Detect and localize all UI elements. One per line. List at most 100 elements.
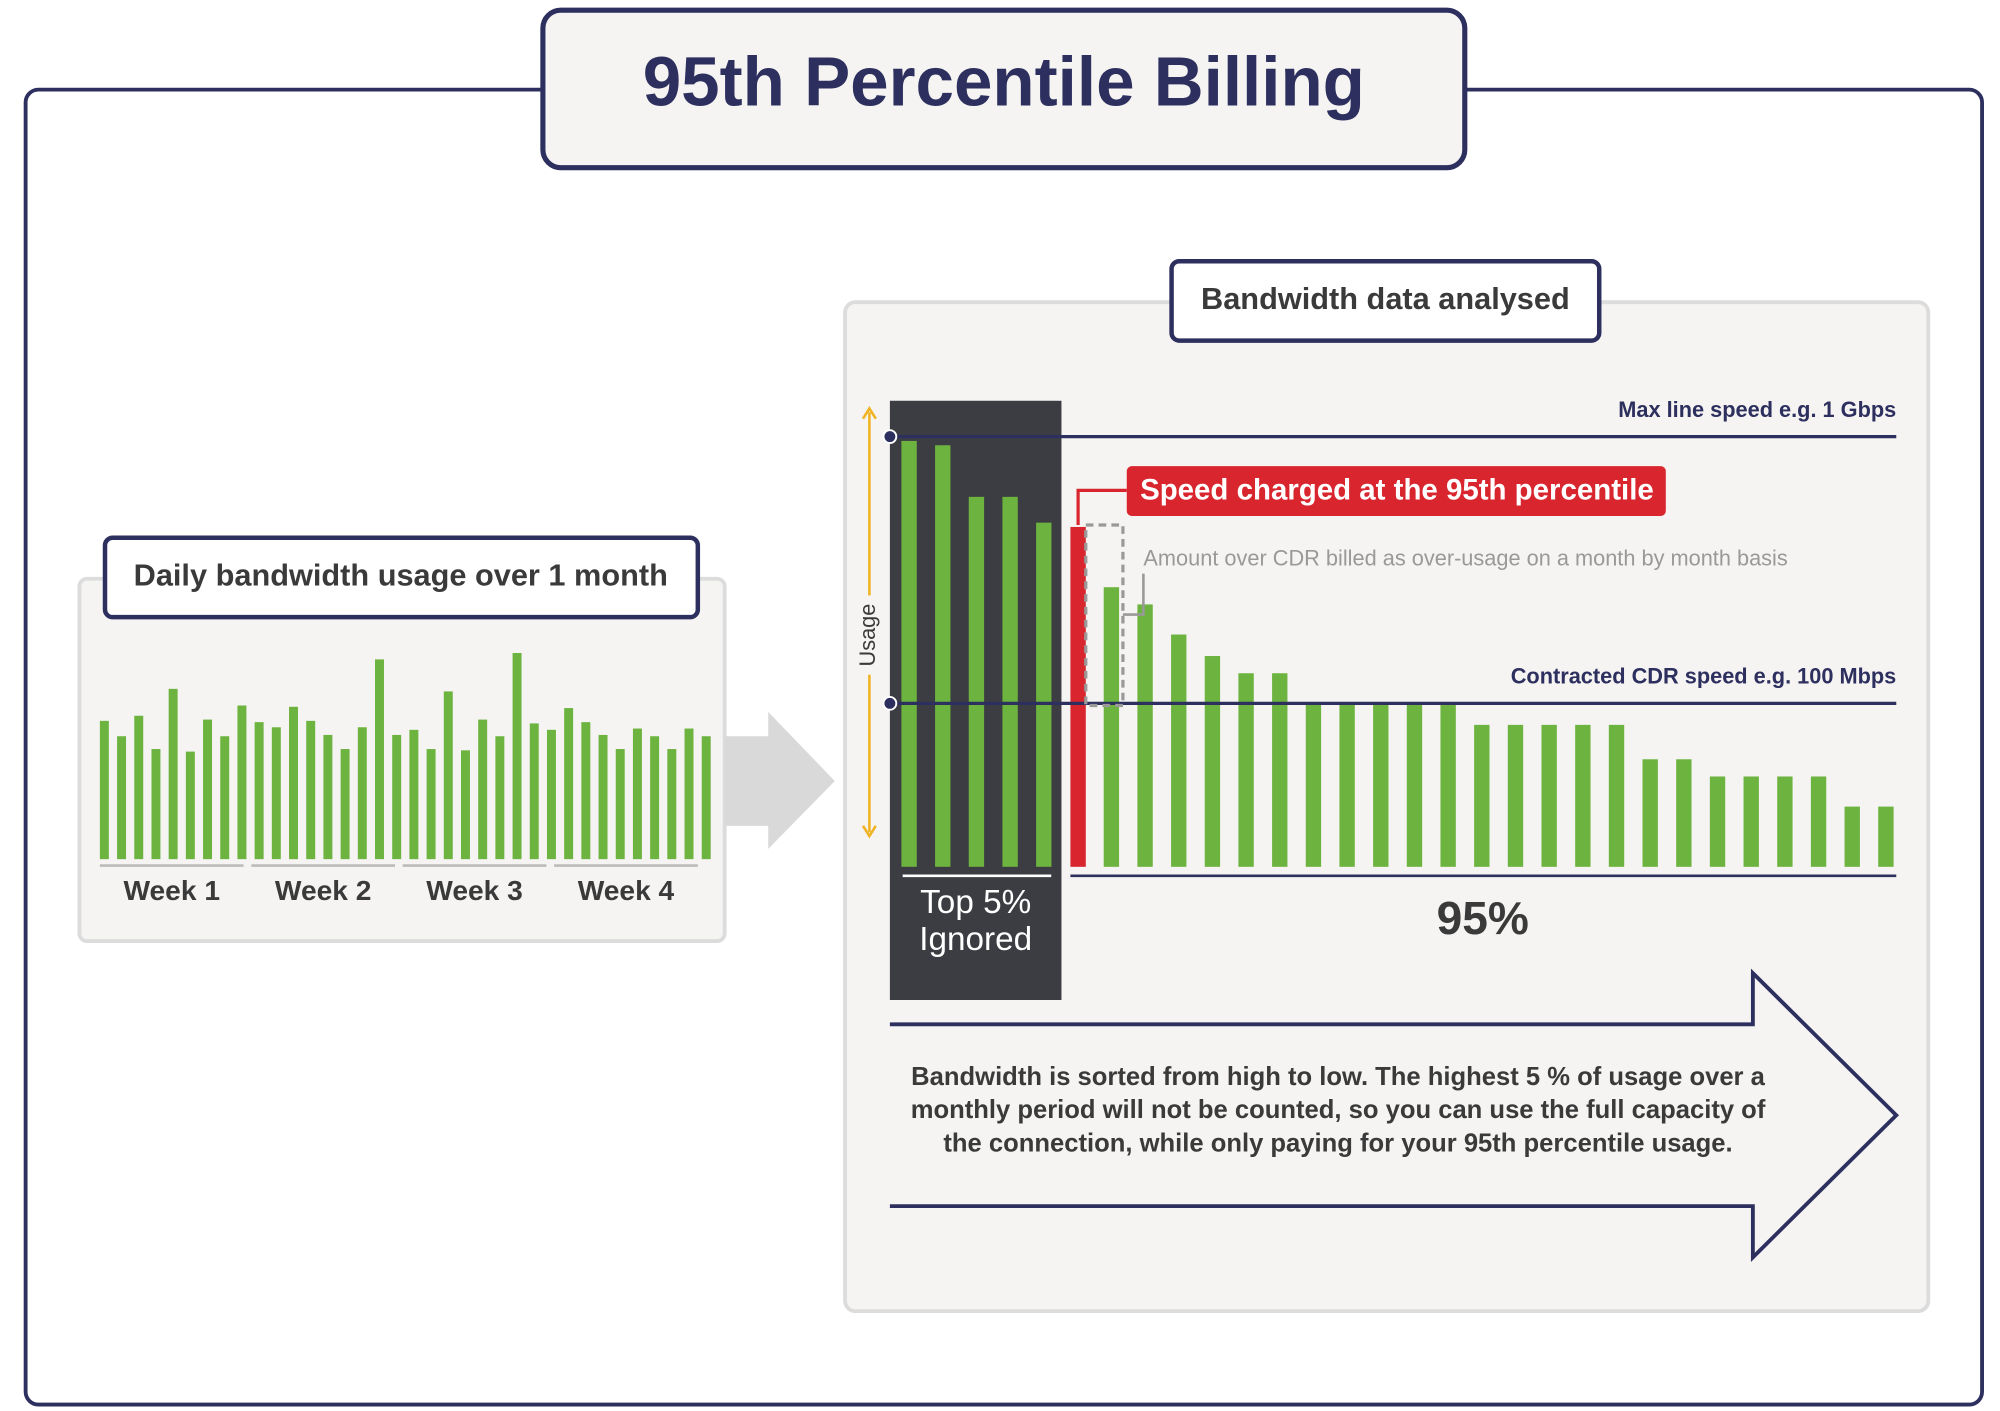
ignored-label: Ignored [919,921,1032,958]
percent-label: 95% [1437,892,1529,944]
daily-bar [134,715,144,860]
usage-bar [1608,724,1625,867]
daily-bar [409,729,419,860]
daily-bar [426,749,436,860]
usage-bar [1541,724,1557,867]
daily-header-box [102,535,701,620]
analysis-header-box [1169,258,1602,343]
threshold-dot [882,695,898,711]
charged-label-box [1126,466,1666,517]
usage-bar [1002,496,1018,867]
week-label: Week 1 [123,875,220,906]
usage-bar [1406,703,1423,867]
daily-bar [460,750,470,860]
daily-bar [443,691,453,860]
week-label: Week 3 [426,875,523,906]
usage-axis-label: Usage [855,604,880,667]
usage-bar [1844,806,1860,867]
usage-bar [1339,703,1355,867]
daily-bar [701,736,711,860]
week-label: Week 2 [275,875,372,906]
usage-bar [1305,703,1322,867]
daily-bar [667,749,677,860]
daily-bar [203,719,213,860]
daily-bar [254,722,264,860]
usage-bar [1878,806,1894,867]
overage-note: Amount over CDR billed as over-usage on … [1143,545,1787,570]
usage-bar [1103,587,1120,867]
usage-bar [1474,724,1490,867]
threshold-dot [882,429,898,444]
usage-bar [1777,776,1793,867]
daily-bar [529,723,539,860]
usage-bar [1036,522,1052,867]
charged-connector [1076,488,1127,525]
daily-bar [151,749,161,860]
daily-bar [323,734,333,860]
daily-bar [117,736,127,860]
daily-bar [306,720,316,860]
daily-bar [478,719,488,860]
daily-bar [564,708,574,860]
sort-arrow [889,968,1900,1262]
daily-bar [512,653,522,860]
overage-box [1084,523,1125,708]
daily-bar [357,727,367,860]
daily-bar [375,659,384,860]
usage-bar [935,445,951,867]
usage-bar [1810,776,1827,867]
usage-bar [901,440,917,867]
daily-header: Daily bandwidth usage over 1 month [134,558,668,593]
overage-bracket [1122,573,1145,616]
usage-bar [1137,604,1153,867]
analysis-header: Bandwidth data analysed [1201,281,1570,316]
usage-bar [1272,673,1288,867]
daily-bar [340,749,350,860]
daily-bar [598,734,608,860]
daily-bar [684,728,694,860]
description-line: the connection, while only paying for yo… [943,1129,1732,1157]
daily-bar [495,736,505,860]
threshold-label: Contracted CDR speed e.g. 100 Mbps [1511,663,1897,688]
usage-bar [1440,703,1456,867]
daily-chart: Week 1 Week 2 Week 3 Week 4 [99,653,711,906]
threshold-label: Max line speed e.g. 1 Gbps [1618,397,1896,422]
usage-bar [1373,703,1389,867]
description-line: Bandwidth is sorted from high to low. Th… [911,1063,1765,1091]
daily-bar [581,722,591,860]
daily-bar [289,706,298,860]
description-line: monthly period will not be counted, so y… [911,1096,1766,1124]
ignored-label: Top 5% [920,884,1031,921]
daily-bar [546,729,556,860]
usage-bar [1709,776,1726,867]
usage-bar [1743,776,1759,867]
usage-bar [968,496,985,867]
daily-bar [392,734,402,860]
daily-bar [650,736,660,860]
daily-bar [271,727,281,860]
charged-label: Speed charged at the 95th percentile [1140,473,1654,506]
usage-bar [1575,724,1591,867]
usage-bar [1171,634,1187,867]
usage-bar [1204,656,1221,867]
usage-bar [1507,724,1524,867]
usage-axis-arrow [861,825,877,839]
daily-bar [99,720,109,860]
title: 95th Percentile Billing [643,42,1365,120]
usage-bar [1238,673,1254,867]
sorted-chart: Max line speed e.g. 1 Gbps Contracted CDR… [882,397,1897,867]
daily-bar [237,705,247,860]
daily-bar [615,749,625,860]
flow-arrow [724,711,835,849]
week-label: Week 4 [578,875,675,906]
daily-bar [168,688,178,860]
daily-bar [220,736,230,860]
title-box [540,7,1468,171]
usage-axis-arrow [861,406,877,420]
daily-bar [185,751,195,860]
axis-label-bg [854,595,885,675]
daily-bar [632,728,642,860]
usage-bar [1676,759,1692,867]
